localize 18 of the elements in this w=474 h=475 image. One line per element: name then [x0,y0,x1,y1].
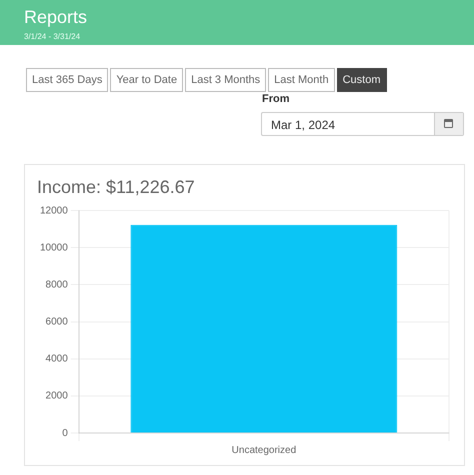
text: Reports [24,7,88,28]
text: Last Month [268,68,335,92]
text: 3/1/24 - 3/31/24 [24,32,80,41]
y-tick-label: 4000 [46,354,68,365]
text: Last 365 Days [26,68,108,92]
chart-title: Income: $11,226.67 [37,176,195,197]
y-tick-label: 0 [62,428,68,439]
y-tick-label: 12000 [40,205,68,216]
text: Custom [336,68,386,92]
y-tick-label: 8000 [46,279,68,290]
y-tick-label: 10000 [40,242,68,254]
y-tick-label: 2000 [46,390,68,402]
text: Year to Date [110,68,184,92]
text: Mar 1, 2024 [271,118,336,132]
y-tick-label: 6000 [46,316,68,328]
x-tick-label: Uncategorized [232,444,296,456]
text: From [262,93,290,105]
text: Last 3 Months [185,68,266,92]
